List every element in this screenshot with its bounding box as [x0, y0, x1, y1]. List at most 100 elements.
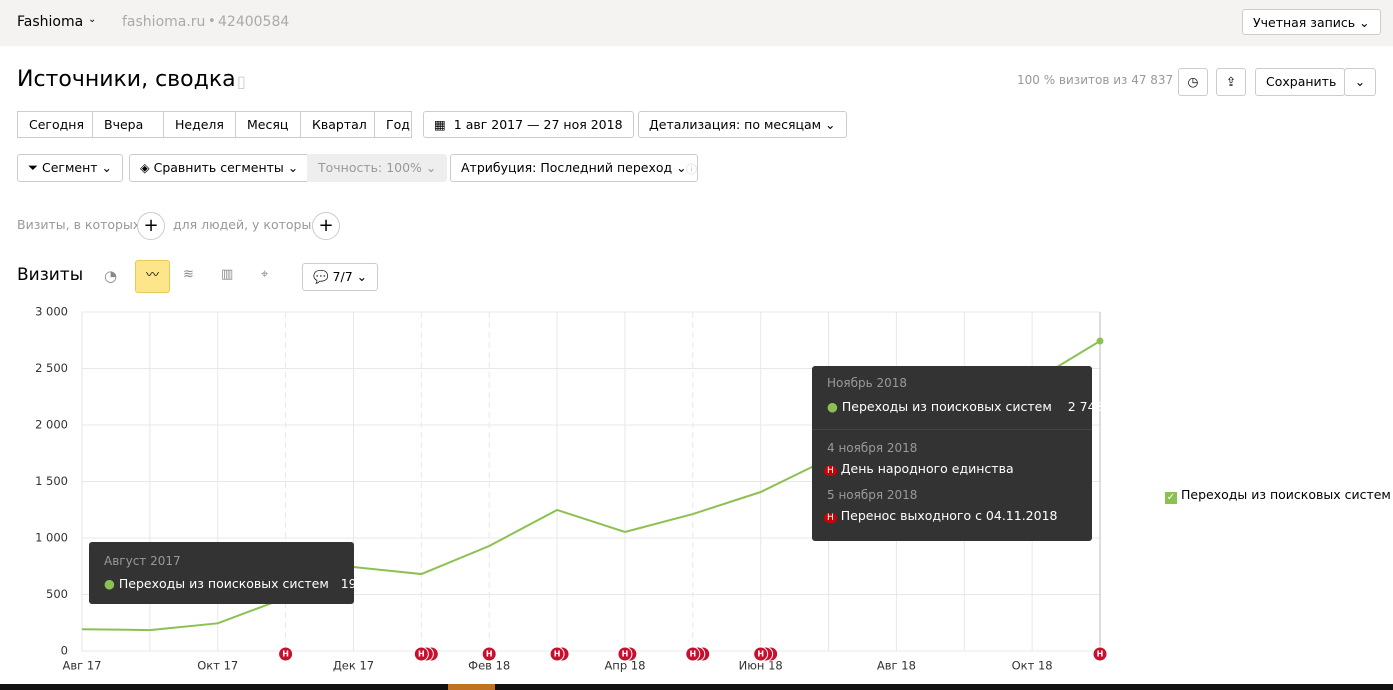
tooltip-series: Переходы из поисковых систем [118, 576, 329, 591]
export-button[interactable]: ⇪ [1216, 68, 1246, 96]
holiday-marker-label: Н [689, 650, 696, 659]
y-tick-label: 0 [61, 644, 68, 658]
period-button[interactable]: Сегодня [17, 111, 93, 138]
holiday-marker [481, 646, 497, 662]
bar-view[interactable]: ▥ [221, 267, 234, 282]
holiday-icon: Н [824, 466, 837, 476]
account-label: Учетная запись [1253, 15, 1356, 30]
separator: • [208, 14, 216, 29]
holiday-name: День народного единства [840, 461, 1014, 476]
holiday-icon: Н [824, 513, 837, 523]
legend-checkbox[interactable]: ✓ [1165, 492, 1177, 504]
holiday-marker-label: Н [282, 650, 289, 659]
bullet: ● [104, 576, 115, 591]
tooltip-value: 2 743 [1067, 399, 1104, 414]
map-view[interactable]: ⌖ [261, 267, 269, 282]
filter-label: Точность: 100% [318, 160, 422, 175]
holiday-marker-label: Н [757, 650, 764, 659]
site-name[interactable]: Fashioma [17, 14, 84, 30]
hover-point [1096, 337, 1104, 345]
holiday-name: Перенос выходного с 04.11.2018 [840, 508, 1058, 523]
holiday-marker [617, 646, 633, 662]
chevron: ⌄ [88, 14, 97, 25]
pie-view[interactable]: ◔ [104, 267, 118, 285]
bookmark-icon[interactable]: ▯ [237, 72, 246, 91]
accuracy-button[interactable]: Точность: 100% ⌄ [307, 154, 448, 182]
detail-select[interactable]: Детализация: по месяцам ⌄ [638, 111, 847, 138]
legend-label: Переходы из поисковых систем [1180, 487, 1391, 502]
holiday-marker [278, 646, 294, 662]
y-tick-label: 1 500 [35, 474, 68, 488]
chart-title: Визиты [17, 265, 84, 285]
attribution-button[interactable]: Атрибуция: Последний переход ⌄ [450, 154, 698, 182]
date-range-label: 1 авг 2017 — 27 ноя 2018 [453, 117, 623, 132]
tooltip: Ноябрь 2018 ● Переходы из поисковых сист… [812, 366, 1104, 541]
tooltip-title: Август 2017 [104, 554, 181, 568]
holiday-marker-label: Н [486, 650, 493, 659]
x-tick-label: Авг 18 [877, 659, 916, 673]
save-menu[interactable]: ⌄ [1344, 68, 1376, 96]
page-title: Источники, сводка [17, 67, 236, 92]
segment-visits: Визиты, в которых [17, 217, 141, 232]
holiday-marker-label: Н [554, 650, 561, 659]
holiday-marker [1092, 646, 1108, 662]
visits-share: 100 % визитов из 47 837 [1017, 73, 1174, 87]
add-button[interactable]: + [137, 212, 165, 240]
tooltip-series: Переходы из поисковых систем [841, 399, 1052, 414]
date-range[interactable]: ▦ 1 авг 2017 — 27 ноя 2018 [423, 111, 634, 138]
x-tick-label: Авг 17 [63, 659, 102, 673]
tooltip-title: Ноябрь 2018 [827, 376, 908, 390]
x-tick-label: Фев 18 [468, 659, 510, 673]
history-button[interactable]: ◷ [1178, 68, 1208, 96]
taskbar-item [448, 684, 495, 690]
period-button[interactable]: Месяц [236, 111, 301, 138]
y-tick-label: 500 [46, 587, 68, 601]
segment-people: для людей, у которых [173, 217, 319, 232]
holiday-marker [549, 646, 565, 662]
x-tick-label: Июн 18 [739, 659, 783, 673]
period-button[interactable]: Год [375, 111, 412, 138]
period-button[interactable]: Квартал [301, 111, 375, 138]
compare-button[interactable]: ◈ Сравнить сегменты ⌄ [129, 154, 310, 182]
period-button[interactable]: Неделя [164, 111, 236, 138]
annotations-count: 7/7 [332, 269, 353, 284]
holiday-marker [413, 646, 429, 662]
y-tick-label: 2 500 [35, 361, 68, 375]
filter-label: Сравнить сегменты [153, 160, 284, 175]
y-tick-label: 1 000 [35, 531, 68, 545]
holiday-marker [753, 646, 769, 662]
taskbar [0, 684, 1393, 690]
period-button[interactable]: Вчера [93, 111, 164, 138]
area-view[interactable]: ≋ [183, 267, 194, 282]
filter-label: Атрибуция: Последний переход [461, 160, 673, 175]
annotations-button[interactable]: 💬 7/7 ⌄ [302, 263, 379, 291]
account-button[interactable]: Учетная запись ⌄ [1242, 9, 1381, 35]
segment-button[interactable]: ⏷ Сегмент ⌄ [17, 154, 123, 182]
line-view[interactable]: 〰 [135, 260, 170, 293]
x-tick-label: Апр 18 [604, 659, 645, 673]
holiday-marker-label: Н [418, 650, 425, 659]
y-tick-label: 2 000 [35, 418, 68, 432]
x-tick-label: Дек 17 [333, 659, 374, 673]
x-tick-label: Окт 17 [197, 659, 238, 673]
help-icon[interactable]: ⓘ [686, 163, 697, 176]
holiday-marker [685, 646, 701, 662]
legend-item[interactable]: ✓ Переходы из поисковых систем [1165, 487, 1391, 504]
holiday-date: 4 ноября 2018 [827, 441, 918, 455]
holiday-marker-label: Н [622, 650, 629, 659]
detail-label: Детализация: по месяцам [649, 117, 822, 132]
domain: fashioma.ru [122, 14, 206, 30]
filter-label: Сегмент [41, 160, 98, 175]
save-button[interactable]: Сохранить [1255, 68, 1345, 96]
bullet: ● [827, 399, 838, 414]
tooltip-value: 193 [340, 576, 365, 591]
tooltip: Август 2017 ● Переходы из поисковых сист… [89, 542, 365, 604]
add-button[interactable]: + [312, 212, 340, 240]
x-tick-label: Окт 18 [1012, 659, 1053, 673]
y-tick-label: 3 000 [35, 305, 68, 319]
holiday-marker-label: Н [1097, 650, 1104, 659]
holiday-date: 5 ноября 2018 [827, 488, 918, 502]
top-bar [0, 0, 1393, 46]
counter-id: 42400584 [218, 14, 290, 30]
